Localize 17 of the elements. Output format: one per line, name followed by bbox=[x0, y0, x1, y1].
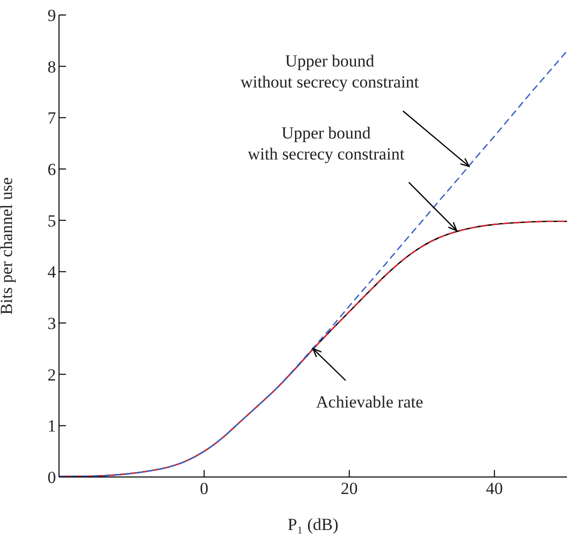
y-tick-label: 2 bbox=[48, 365, 56, 384]
y-tick-label: 1 bbox=[48, 416, 56, 436]
y-tick-label: 6 bbox=[48, 160, 56, 180]
y-tick-label: 5 bbox=[48, 211, 56, 230]
x-axis-title: P₁ (dB) bbox=[288, 515, 338, 534]
x-tick-label: 0 bbox=[200, 479, 208, 498]
y-tick-label: 8 bbox=[48, 57, 56, 76]
annotation: Upper bound without secrecy constraint bbox=[240, 52, 420, 92]
y-axis-title: Bits per channel use bbox=[0, 177, 16, 315]
y-tick-label: 9 bbox=[48, 6, 56, 26]
y-tick-label: 4 bbox=[48, 262, 56, 282]
x-tick-label: 20 bbox=[340, 479, 358, 498]
x-tick-label: 40 bbox=[486, 479, 503, 498]
annotation: Upper bound with secrecy constraint bbox=[248, 123, 405, 164]
annotation: Achievable rate bbox=[316, 392, 424, 412]
y-tick-label: 7 bbox=[48, 108, 56, 128]
y-tick-label: 3 bbox=[48, 314, 56, 334]
